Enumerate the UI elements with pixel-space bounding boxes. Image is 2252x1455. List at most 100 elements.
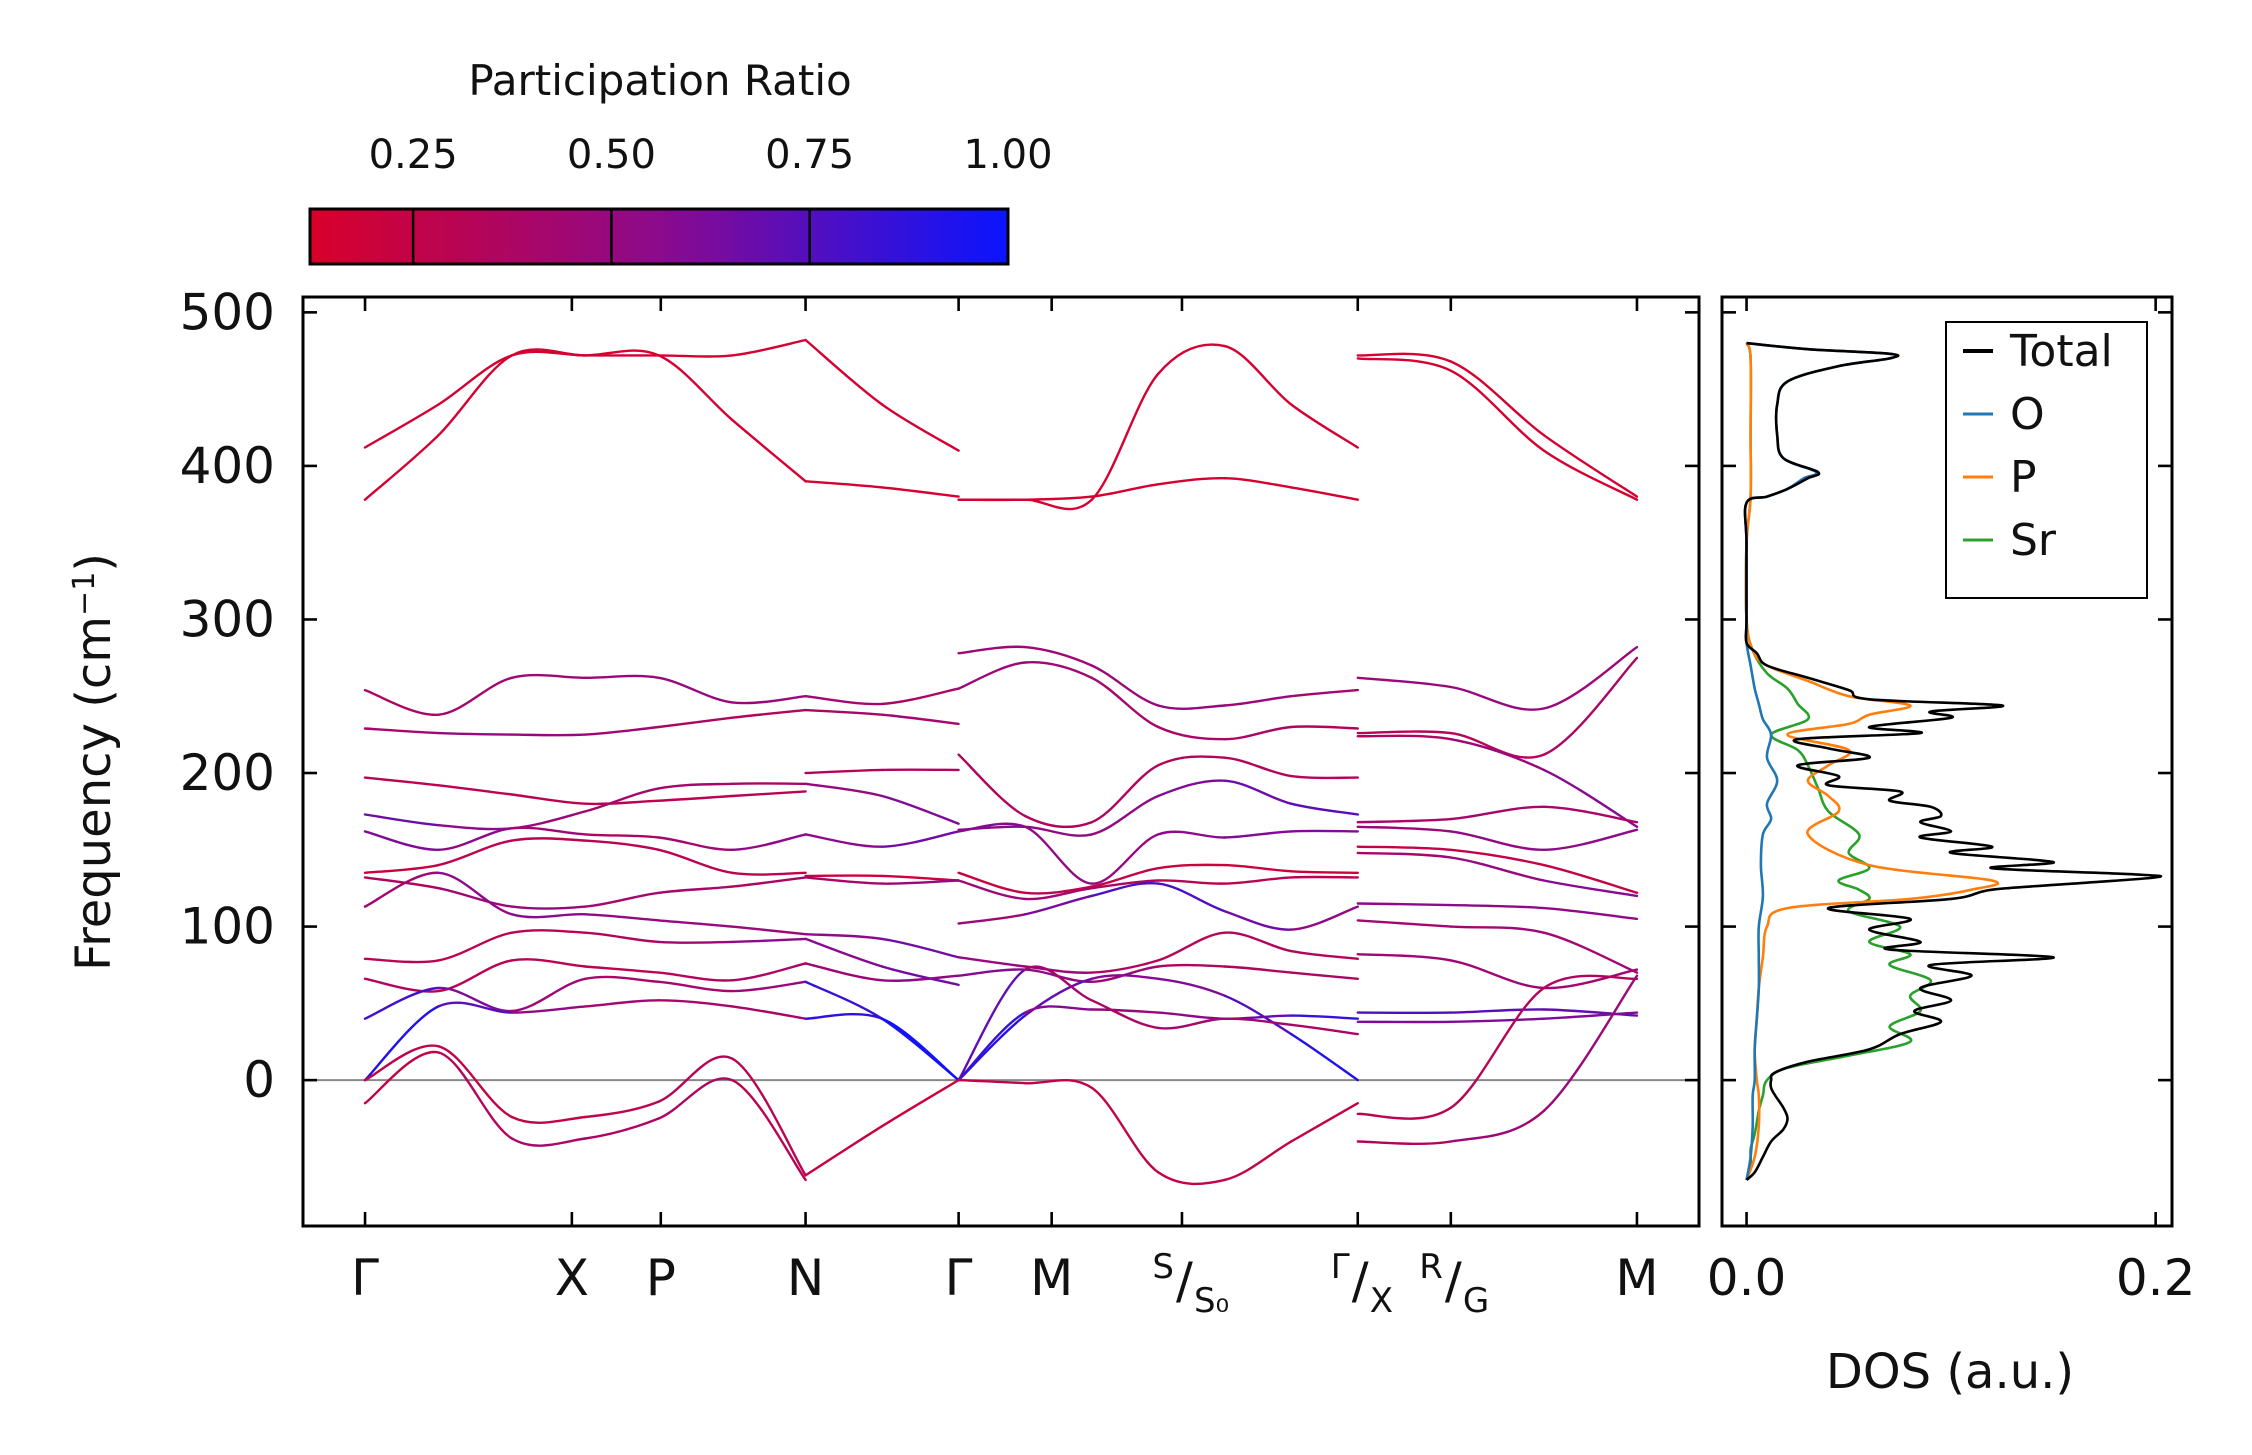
phonon-band — [1290, 905, 1359, 931]
phonon-band — [1356, 1106, 1452, 1120]
phonon-band — [1090, 664, 1160, 707]
phonon-band — [880, 974, 960, 982]
phonon-band — [1157, 963, 1226, 968]
phonon-band — [437, 986, 514, 1013]
phonon-band — [1290, 971, 1359, 980]
k-point-label-sub: S₀ — [1194, 1281, 1229, 1321]
phonon-band — [1449, 738, 1546, 772]
phonon-band — [584, 725, 660, 736]
phonon-band — [730, 695, 807, 705]
phonon-band — [1356, 1140, 1452, 1145]
phonon-band — [1449, 925, 1546, 934]
phonon-band — [804, 1012, 884, 1020]
k-point-label: Γ — [945, 1249, 973, 1307]
k-point-label-slash: / — [1352, 1252, 1369, 1310]
phonon-band — [1023, 965, 1093, 1002]
phonon-band — [1449, 685, 1546, 711]
phonon-band — [510, 673, 587, 679]
phonon-band — [957, 968, 1027, 1082]
phonon-band — [1356, 352, 1452, 363]
phonon-band — [804, 980, 884, 1020]
phonon-band — [880, 874, 960, 882]
phonon-band — [510, 810, 587, 830]
phonon-band — [1542, 449, 1639, 501]
phonon-band — [1449, 731, 1546, 759]
phonon-band — [510, 958, 587, 968]
phonon-band — [730, 1005, 807, 1020]
phonon-band — [584, 1100, 660, 1119]
phonon-band — [510, 1115, 587, 1124]
phonon-band — [510, 1005, 587, 1014]
band-plot-frame — [301, 295, 1701, 1228]
phonon-band — [584, 674, 660, 679]
phonon-band — [657, 971, 734, 982]
dos-tick-label: 0.2 — [2116, 1249, 2196, 1307]
phonon-band — [1542, 805, 1639, 824]
phonon-band — [1449, 959, 1546, 990]
phonon-band — [657, 354, 734, 421]
phonon-band — [730, 871, 807, 876]
dos-panel: 0.0 0.2 DOS (a.u.) Total OP Sr — [1707, 295, 2196, 1400]
phonon-band — [1023, 814, 1093, 829]
phonon-band — [437, 1045, 514, 1119]
colorbar-ticks: 0.25 0.50 0.75 1.00 — [369, 132, 1053, 264]
phonon-band — [437, 784, 514, 796]
dos-axis-ticks: 0.0 0.2 — [1707, 297, 2196, 1307]
phonon-band — [1023, 498, 1093, 511]
phonon-band — [657, 782, 734, 790]
phonon-band — [1542, 656, 1639, 756]
k-point-label-sub: G — [1463, 1281, 1489, 1321]
phonon-band — [657, 676, 734, 704]
band-curves — [363, 338, 1639, 1186]
frequency-tick-label: 400 — [180, 437, 275, 495]
phonon-band — [363, 776, 440, 787]
phonon-band — [1290, 1014, 1359, 1020]
k-point-label: P — [646, 1249, 676, 1307]
phonon-band — [880, 713, 960, 726]
phonon-band — [1542, 974, 1639, 1112]
phonon-band — [730, 925, 807, 936]
phonon-band — [957, 956, 1027, 968]
dos-tick-label: 0.0 — [1707, 1249, 1787, 1307]
phonon-band — [804, 933, 884, 941]
phonon-band — [584, 1117, 660, 1140]
phonon-band — [1157, 882, 1226, 913]
phonon-band — [657, 716, 734, 729]
k-path-ticks: Γ X P N Γ M S / S₀Γ / XR / G M — [351, 297, 1659, 1321]
phonon-band — [657, 354, 734, 358]
phonon-band — [1356, 817, 1452, 824]
phonon-band — [804, 768, 884, 775]
phonon-band — [1023, 887, 1093, 901]
phonon-band — [1157, 755, 1226, 767]
phonon-band — [1090, 974, 1160, 980]
phonon-band — [804, 338, 884, 406]
phonon-band — [1542, 1011, 1639, 1020]
phonon-band — [1090, 833, 1160, 885]
phonon-band — [1542, 828, 1639, 851]
phonon-band — [584, 999, 660, 1008]
colorbar-tick-label: 0.75 — [765, 132, 854, 178]
phonon-band — [957, 825, 1027, 831]
phonon-band — [880, 830, 960, 848]
phonon-band — [657, 1055, 734, 1103]
k-point-label: M — [1615, 1249, 1658, 1307]
phonon-band — [510, 913, 587, 919]
phonon-band — [1090, 999, 1160, 1030]
phonon-band — [880, 1017, 960, 1082]
phonon-band — [1157, 1017, 1226, 1030]
phonon-band — [584, 913, 660, 922]
dos-plot-frame — [1720, 295, 2174, 1228]
phonon-band — [1090, 372, 1160, 501]
phonon-band — [510, 1137, 587, 1147]
phonon-band — [1356, 730, 1452, 735]
phonon-band — [730, 962, 807, 982]
phonon-band — [1157, 343, 1226, 375]
phonon-band — [1157, 725, 1226, 741]
phonon-band — [1356, 825, 1452, 833]
phonon-band — [1223, 830, 1293, 839]
k-point-label: M — [1030, 1249, 1073, 1307]
phonon-band — [437, 731, 514, 736]
frequency-axis-label: Frequency (cm−1) — [66, 553, 122, 971]
